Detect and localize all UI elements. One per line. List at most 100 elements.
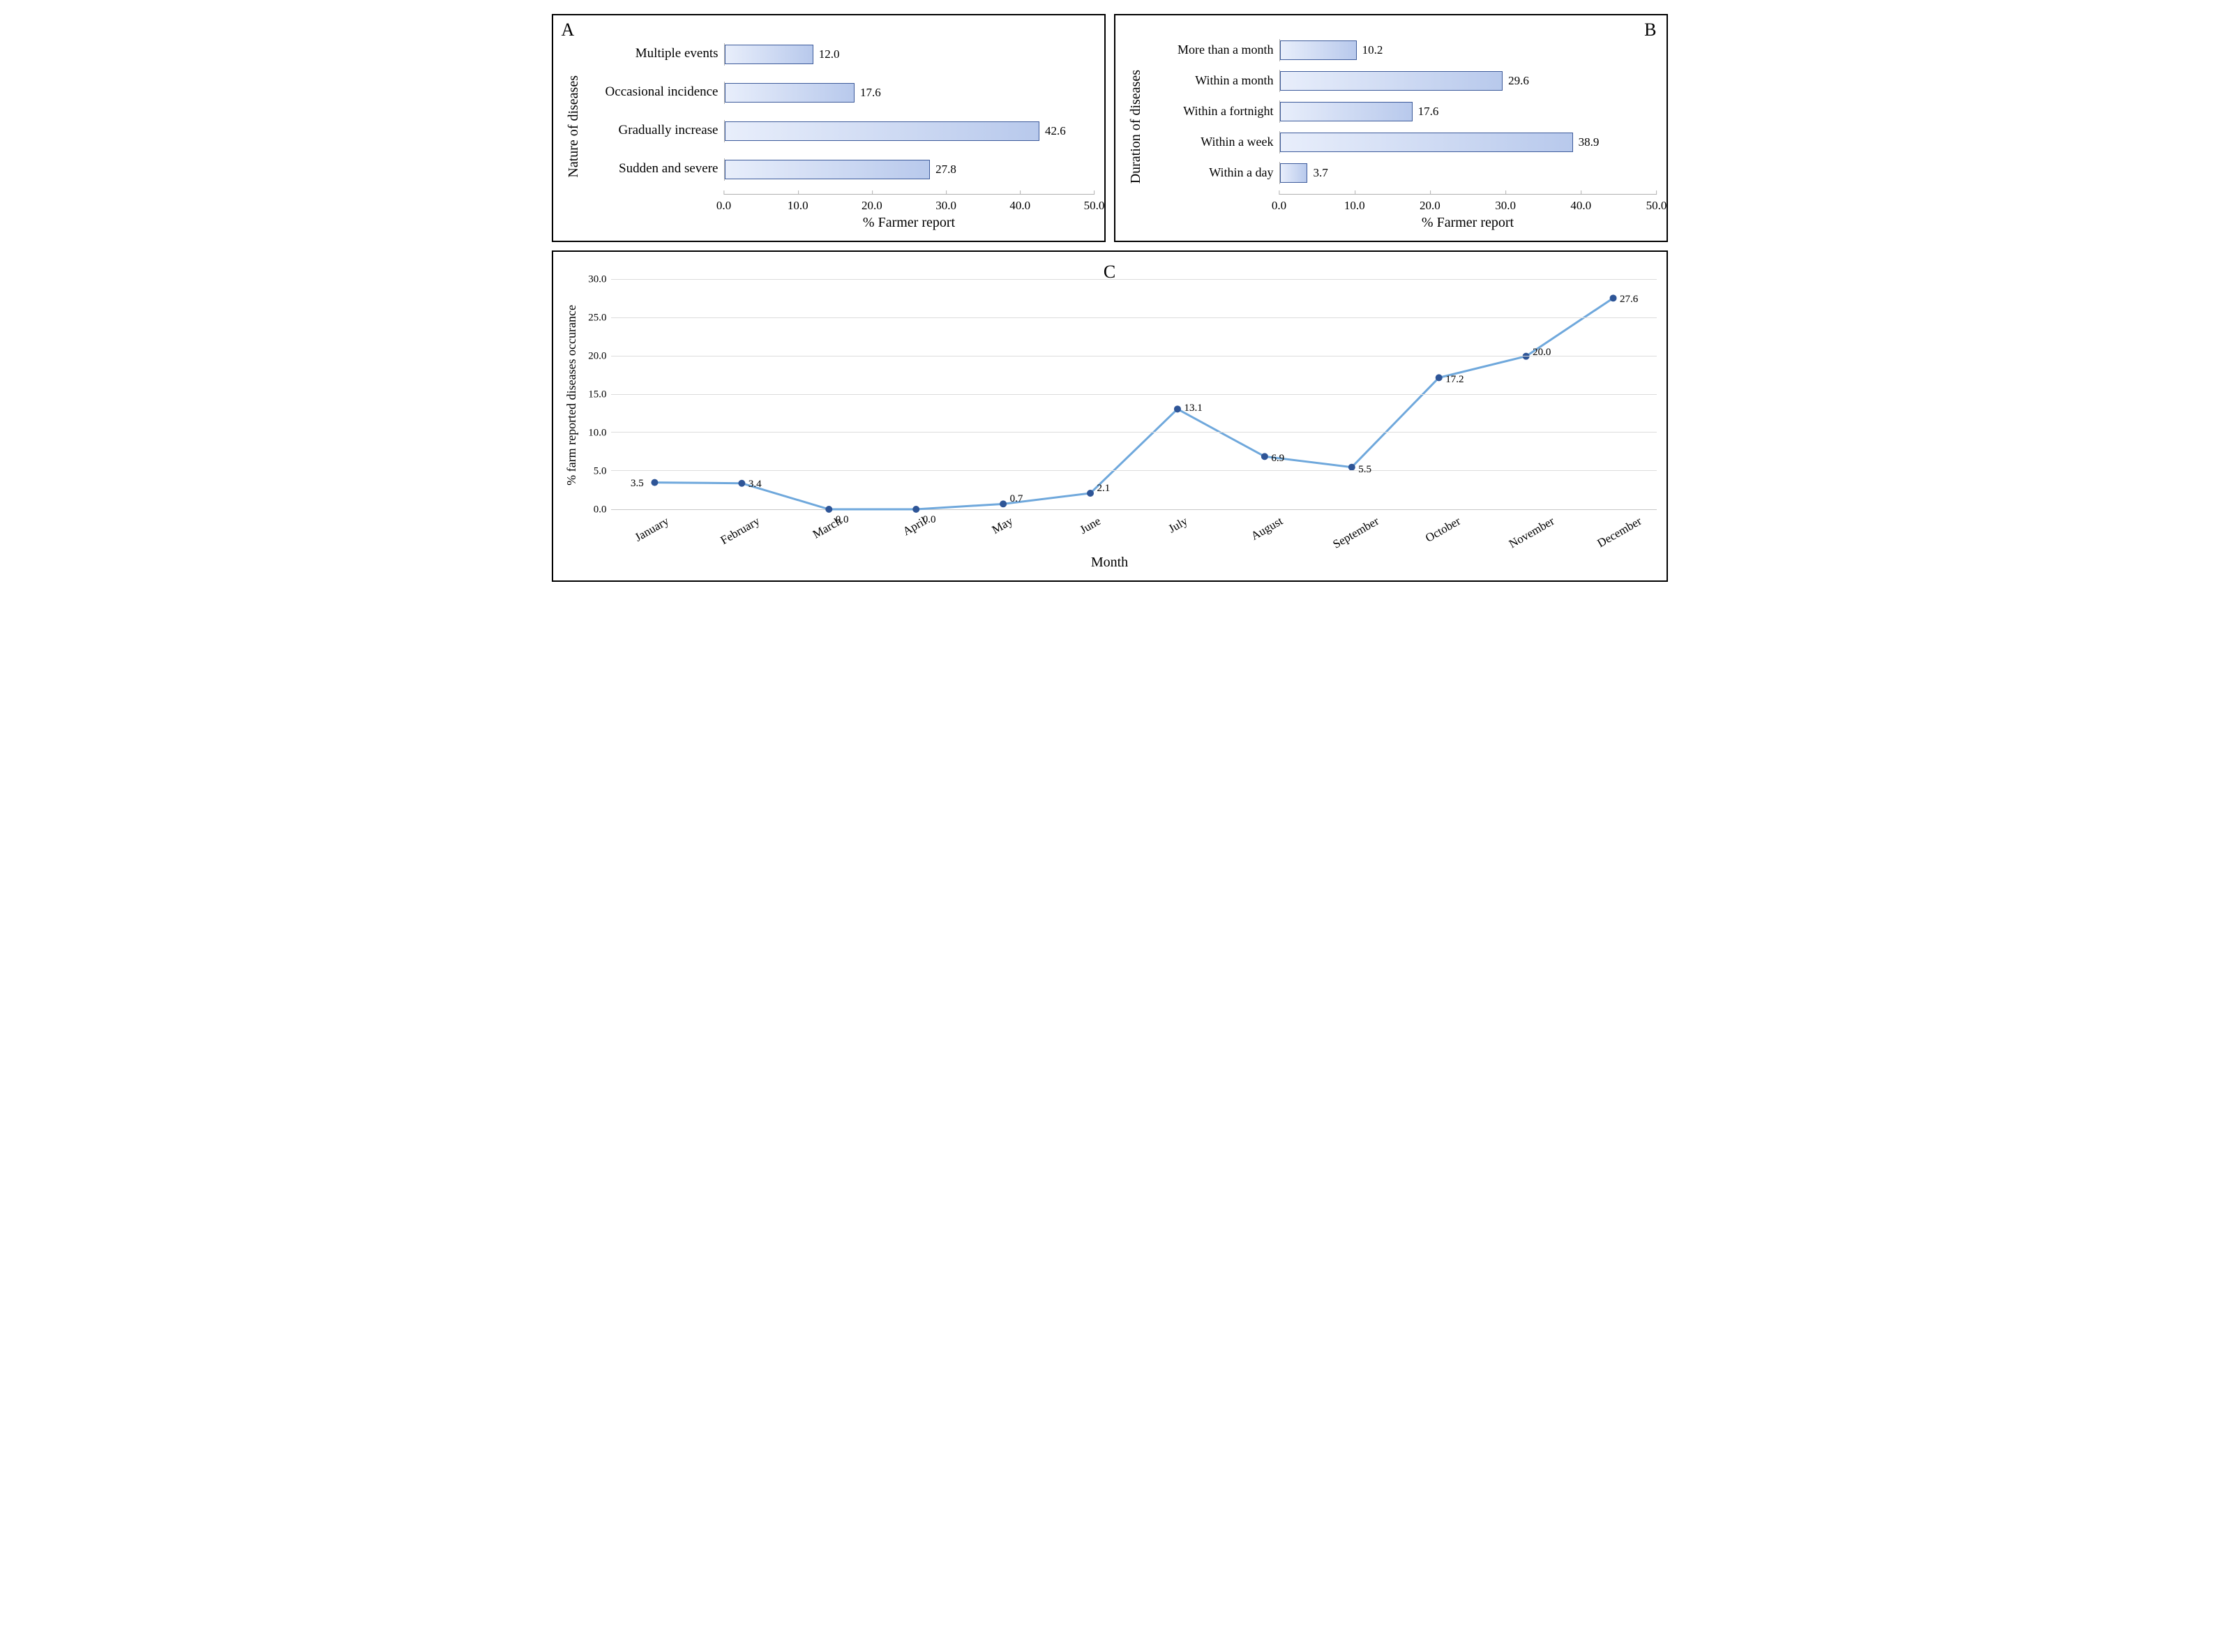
line-marker <box>1348 464 1355 471</box>
bar-category: Sudden and severe <box>585 162 724 177</box>
bar <box>725 160 931 179</box>
bar-row: Within a day 3.7 <box>1147 158 1657 188</box>
bar-row: More than a month10.2 <box>1147 35 1657 66</box>
month-tick: February <box>718 514 762 548</box>
line-data-label: 0.7 <box>1010 493 1023 505</box>
ytick: 30.0 <box>588 274 606 286</box>
bar-category: Occasional incidence <box>585 85 724 100</box>
xtick: 10.0 <box>788 195 808 213</box>
bar-value-label: 3.7 <box>1307 166 1327 180</box>
panel-c-yaxis-title: % farm reported diseases occurance <box>563 305 580 486</box>
line-data-label: 5.5 <box>1358 464 1371 476</box>
bar-row: Gradually increase42.6 <box>585 116 1095 147</box>
panel-b-label: B <box>1644 20 1656 40</box>
line-data-label: 27.6 <box>1620 294 1638 306</box>
bar <box>725 45 813 64</box>
bar <box>1280 102 1413 121</box>
bar-track: 17.6 <box>724 82 1095 104</box>
line-marker <box>1609 294 1616 301</box>
figure-grid: A Nature of diseases Multiple events12.0… <box>552 14 1668 582</box>
bar-row: Sudden and severe27.8 <box>585 154 1095 185</box>
bar <box>1280 163 1308 183</box>
bar <box>725 121 1040 141</box>
panel-a-label: A <box>562 20 575 40</box>
bar-track: 3.7 <box>1279 162 1657 184</box>
panel-a-xaxis-title: % Farmer report <box>724 215 1095 231</box>
bar-value-label: 29.6 <box>1503 74 1529 88</box>
xtick: 50.0 <box>1084 195 1105 213</box>
gridline <box>611 317 1657 318</box>
line-data-label: 17.2 <box>1445 374 1464 386</box>
bar-value-label: 17.6 <box>855 86 881 100</box>
ytick: 25.0 <box>588 313 606 324</box>
line-data-label: 3.5 <box>631 478 644 490</box>
bar-track: 12.0 <box>724 43 1095 66</box>
line-marker <box>1261 453 1268 460</box>
bar-value-label: 10.2 <box>1357 43 1383 57</box>
bar-track: 29.6 <box>1279 70 1657 92</box>
xtick: 20.0 <box>862 195 882 213</box>
ytick: 20.0 <box>588 351 606 363</box>
month-tick: May <box>989 514 1015 537</box>
ytick: 5.0 <box>594 466 607 478</box>
month-tick: November <box>1506 514 1556 551</box>
month-tick: December <box>1595 514 1643 550</box>
bar-value-label: 38.9 <box>1573 135 1600 149</box>
panel-a-chart: Nature of diseases Multiple events12.0Oc… <box>563 22 1095 231</box>
panel-c-xaxis-title: Month <box>563 555 1657 571</box>
panel-a: A Nature of diseases Multiple events12.0… <box>552 14 1106 242</box>
line-data-label: 3.4 <box>749 479 762 490</box>
panel-a-bars: Multiple events 12.0 Occasional incidence 1… <box>585 22 1095 193</box>
xtick: 0.0 <box>1272 195 1286 213</box>
month-tick: June <box>1077 514 1103 537</box>
bar-track: 38.9 <box>1279 131 1657 153</box>
bar <box>1280 71 1503 91</box>
panel-b-xaxis: 0.010.020.030.040.050.0 <box>1279 194 1657 213</box>
panel-b: B Duration of diseases More than a month… <box>1114 14 1668 242</box>
line-marker <box>1087 490 1094 497</box>
month-tick: March <box>810 514 843 542</box>
bar-value-label: 17.6 <box>1413 105 1439 119</box>
bar-track: 10.2 <box>1279 39 1657 61</box>
line-marker <box>1435 374 1442 381</box>
bar-track: 17.6 <box>1279 100 1657 123</box>
xtick: 40.0 <box>1009 195 1030 213</box>
bar <box>1280 133 1573 152</box>
xtick: 30.0 <box>1495 195 1516 213</box>
panel-b-yaxis-title: Duration of diseases <box>1125 70 1147 183</box>
panel-c-yaxis: 0.05.010.015.020.025.030.0 <box>580 280 611 510</box>
bar-category: Multiple events <box>585 47 724 61</box>
xtick: 10.0 <box>1344 195 1365 213</box>
bar <box>725 83 855 103</box>
panel-c-xaxis: JanuaryFebruaryMarchAprilMayJuneJulyAugu… <box>602 510 1657 555</box>
bar-track: 42.6 <box>724 120 1095 142</box>
panel-b-bars: More than a month10.2Within a month29.6W… <box>1147 22 1657 193</box>
gridline <box>611 470 1657 471</box>
line-marker <box>1000 500 1007 507</box>
line-series <box>654 298 1613 509</box>
bar-row: Within a week38.9 <box>1147 127 1657 158</box>
gridline <box>611 279 1657 280</box>
month-tick: September <box>1330 514 1381 552</box>
line-data-label: 13.1 <box>1184 403 1202 414</box>
bar-value-label: 42.6 <box>1039 124 1066 138</box>
ytick: 15.0 <box>588 389 606 401</box>
ytick: 10.0 <box>588 428 606 440</box>
line-marker <box>1173 405 1180 412</box>
bar-track: 27.8 <box>724 158 1095 181</box>
bar-row: Within a fortnight 17.6 <box>1147 96 1657 127</box>
bar-category: Within a fortnight <box>1147 105 1279 119</box>
line-data-label: 2.1 <box>1097 483 1111 495</box>
bar-row: Within a month 29.6 <box>1147 66 1657 96</box>
gridline <box>611 432 1657 433</box>
xtick: 30.0 <box>935 195 956 213</box>
bar-row: Multiple events 12.0 <box>585 39 1095 70</box>
month-tick: April <box>900 514 928 539</box>
panel-c-plot: 3.53.40.00.00.72.113.16.95.517.220.027.6… <box>611 280 1657 510</box>
bar-row: Occasional incidence 17.6 <box>585 77 1095 108</box>
bar-category: Within a month <box>1147 74 1279 88</box>
line-data-label: 6.9 <box>1271 453 1284 465</box>
bar-value-label: 12.0 <box>813 47 840 61</box>
bar-category: Within a day <box>1147 166 1279 180</box>
line-marker <box>738 480 745 487</box>
